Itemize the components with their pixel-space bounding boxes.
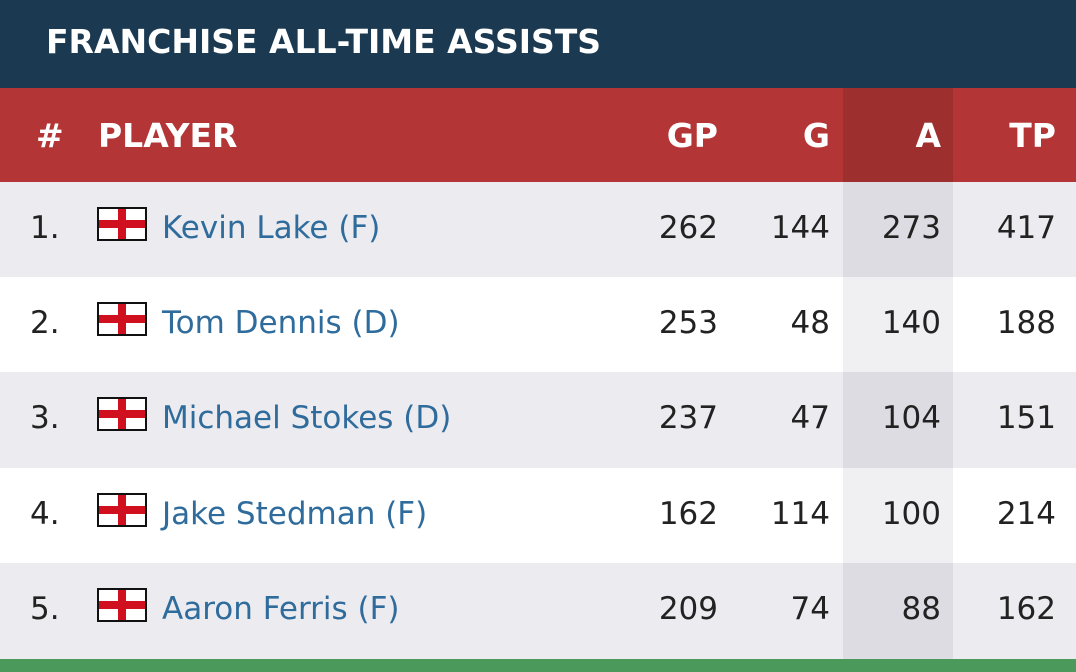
table-cell: 2. [30, 305, 60, 342]
flag [97, 397, 147, 432]
sorted-column-cell-bg [843, 182, 953, 278]
column-header[interactable]: TP [1009, 116, 1056, 155]
player-link[interactable]: Tom Dennis (D) [162, 305, 400, 342]
table-cell: 47 [790, 400, 830, 437]
player-link[interactable]: Jake Stedman (F) [162, 495, 428, 532]
flag [97, 587, 147, 622]
table-cell: 162 [658, 495, 718, 532]
table-cell: 417 [996, 210, 1056, 246]
player-link[interactable]: Aaron Ferris (F) [162, 590, 400, 627]
title: FRANCHISE ALL-TIME ASSISTS [46, 22, 602, 61]
sorted-column-cell-bg [843, 372, 953, 469]
flag-cross [99, 410, 145, 419]
table-cell: 273 [881, 210, 941, 246]
table-cell: 74 [790, 590, 830, 627]
flag [97, 207, 147, 241]
table-cell: 188 [996, 305, 1056, 342]
title-bar [0, 0, 1076, 88]
column-header: # [36, 116, 64, 155]
sorted-column-header [843, 88, 953, 182]
flag [97, 492, 147, 527]
flag-cross [99, 505, 145, 514]
table-cell: 3. [30, 400, 60, 437]
player-link[interactable]: Kevin Lake (F) [162, 210, 381, 246]
table-cell: 214 [996, 495, 1056, 532]
table-cell: 100 [881, 495, 941, 532]
sorted-column-cell-bg [843, 277, 953, 374]
table-cell: 5. [30, 590, 60, 627]
table-cell: 88 [901, 590, 941, 627]
column-header[interactable]: A [915, 116, 941, 155]
table-cell: 48 [790, 305, 830, 342]
flag-cross [99, 600, 145, 609]
flag-cross [99, 220, 145, 228]
table-cell: 209 [658, 590, 718, 627]
table-cell: 253 [658, 305, 718, 342]
table-cell: 114 [770, 495, 830, 532]
table-cell: 104 [881, 400, 941, 437]
column-header: PLAYER [98, 116, 238, 155]
footer-bar [0, 658, 1076, 672]
table-cell: 151 [996, 400, 1056, 437]
table-cell: 144 [770, 210, 830, 246]
table-cell: 162 [996, 590, 1056, 627]
column-header[interactable]: GP [666, 116, 718, 155]
table-cell: 140 [881, 305, 941, 342]
table-cell: 1. [30, 210, 60, 246]
table-cell: 237 [658, 400, 718, 437]
column-header[interactable]: G [802, 116, 830, 155]
flag [97, 302, 147, 337]
sorted-column-cell-bg [843, 467, 953, 564]
player-link[interactable]: Michael Stokes (D) [162, 400, 452, 437]
table-cell: 4. [30, 495, 60, 532]
flag-cross [99, 315, 145, 324]
sorted-column-cell-bg [843, 562, 953, 659]
table-cell: 262 [658, 210, 718, 246]
